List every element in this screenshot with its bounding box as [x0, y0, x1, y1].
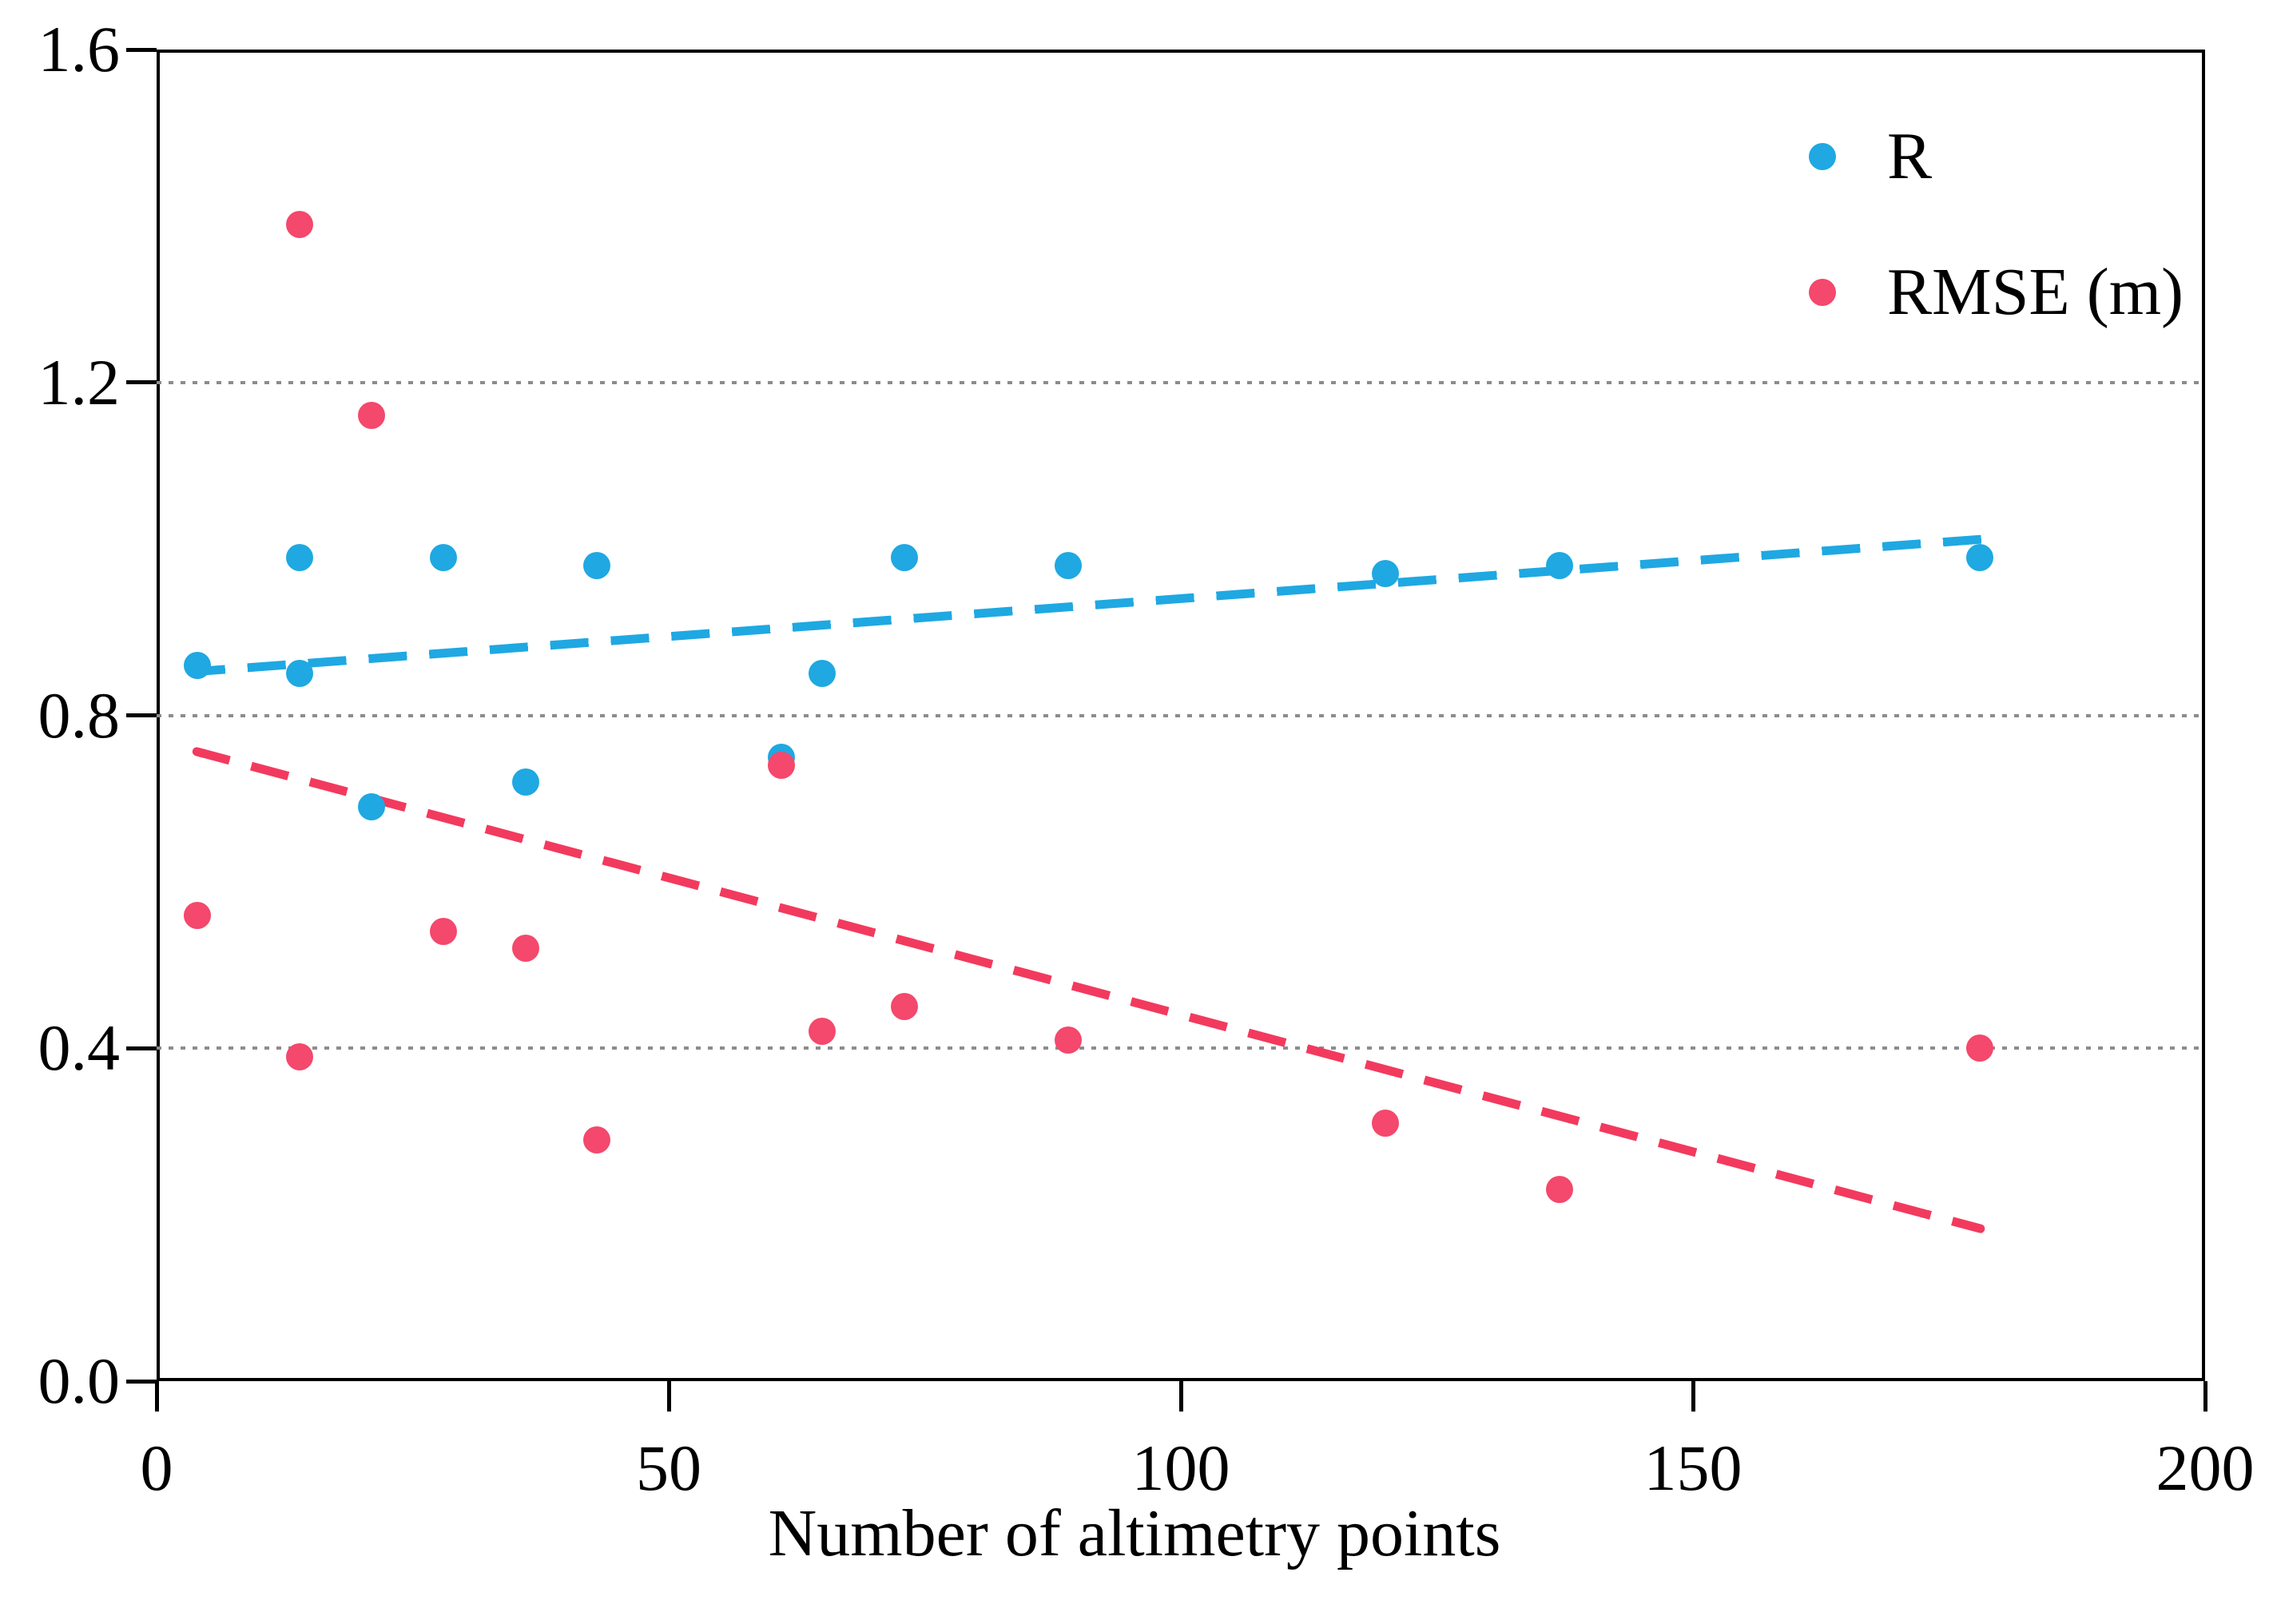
rmse-point — [583, 1126, 611, 1153]
legend-item-rmse: RMSE (m) — [1809, 252, 2184, 332]
x-tick-0 — [154, 1381, 159, 1412]
rmse-point — [1054, 1026, 1082, 1054]
x-tick-label-150: 150 — [1643, 1431, 1742, 1504]
rmse-point — [768, 752, 796, 779]
rmse-marker-icon — [1809, 279, 1836, 306]
rmse-point — [890, 993, 918, 1021]
y-tick-label-0.4: 0.4 — [38, 1011, 121, 1085]
r-point — [809, 660, 836, 688]
trendline-rmse — [191, 745, 1986, 1234]
gridline-y-1.2 — [157, 380, 2205, 384]
x-tick-50 — [666, 1381, 671, 1412]
gridline-y-0.8 — [157, 713, 2205, 717]
x-tick-label-0: 0 — [140, 1431, 173, 1504]
rmse-point — [358, 402, 386, 430]
r-point — [511, 768, 539, 796]
x-tick-150 — [1691, 1381, 1695, 1412]
y-tick-label-0.8: 0.8 — [38, 678, 121, 752]
x-tick-label-50: 50 — [636, 1431, 701, 1504]
rmse-point — [511, 935, 539, 963]
rmse-point — [429, 918, 457, 946]
r-point — [890, 543, 918, 571]
y-tick-label-1.2: 1.2 — [38, 345, 121, 419]
r-point — [429, 543, 457, 571]
r-marker-icon — [1809, 143, 1836, 170]
x-tick-label-200: 200 — [2156, 1431, 2255, 1504]
y-tick-0.8 — [126, 713, 157, 717]
legend-item-r: R — [1809, 117, 2184, 197]
rmse-point — [1546, 1176, 1574, 1204]
gridline-y-0.4 — [157, 1046, 2205, 1050]
r-point — [358, 793, 386, 821]
x-tick-label-100: 100 — [1131, 1431, 1230, 1504]
r-point — [1965, 543, 1993, 571]
y-tick-1.6 — [126, 47, 157, 52]
r-point — [184, 651, 212, 679]
r-point — [286, 660, 314, 688]
r-point — [1546, 551, 1574, 579]
rmse-point — [286, 210, 314, 238]
x-tick-200 — [2203, 1381, 2207, 1412]
x-tick-100 — [1178, 1381, 1183, 1412]
r-point — [286, 543, 314, 571]
y-tick-label-0.0: 0.0 — [38, 1344, 121, 1417]
r-point — [1372, 560, 1400, 588]
y-tick-0.0 — [126, 1379, 157, 1384]
y-tick-1.2 — [126, 380, 157, 385]
y-tick-label-1.6: 1.6 — [38, 13, 121, 85]
rmse-point — [184, 901, 212, 929]
rmse-point — [1965, 1034, 1993, 1062]
r-point — [583, 551, 611, 579]
legend: R RMSE (m) — [1809, 117, 2184, 332]
y-tick-0.4 — [126, 1046, 157, 1050]
x-axis-title: Number of altimetry points — [768, 1496, 1501, 1570]
rmse-point — [286, 1042, 314, 1070]
r-point — [1054, 551, 1082, 579]
rmse-point — [1372, 1110, 1400, 1138]
r-label: R — [1887, 119, 1933, 193]
plot-area: R RMSE (m) — [157, 50, 2205, 1381]
rmse-point — [809, 1018, 836, 1046]
rmse-label: RMSE (m) — [1887, 255, 2184, 329]
